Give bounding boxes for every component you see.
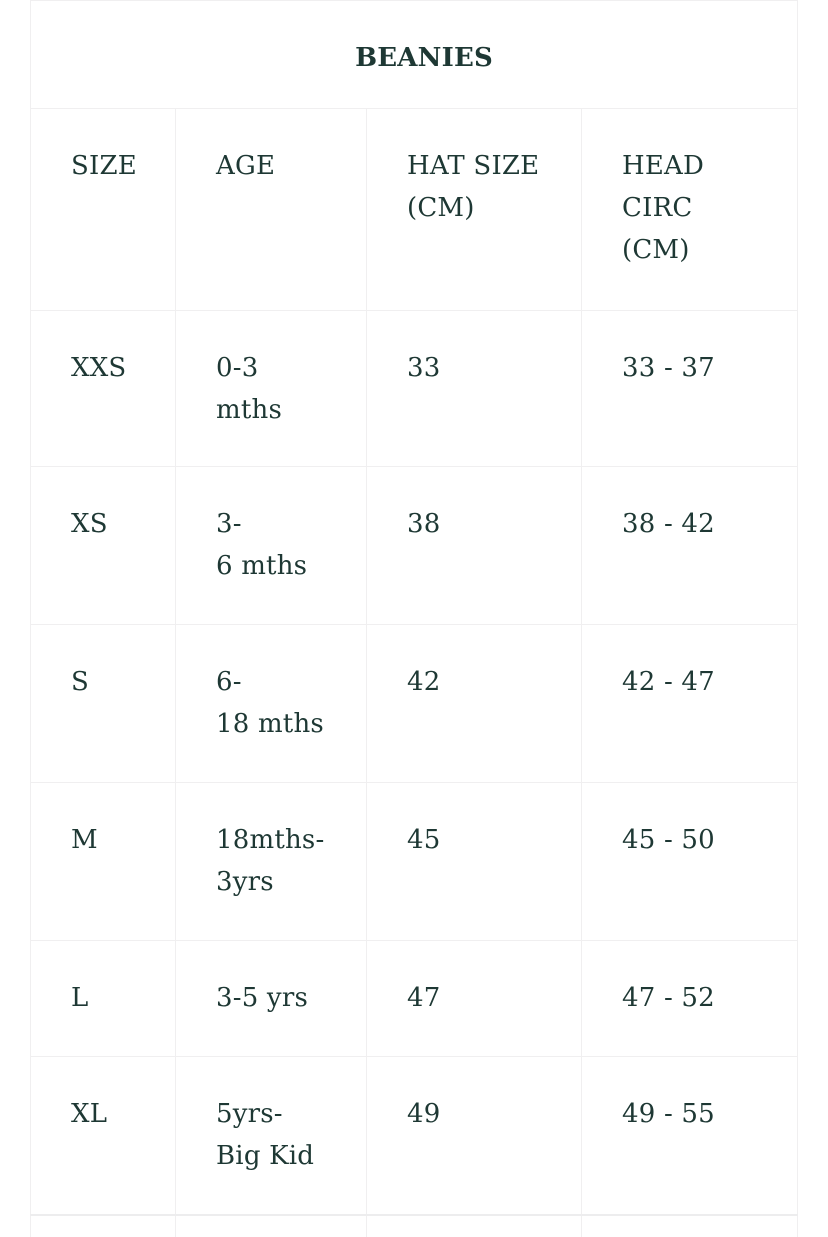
empty-cell [175,1213,367,1237]
table-row-s: S 6- 18 mths 42 42 - 47 [30,624,799,783]
table-title: BEANIES [29,0,799,109]
title-row: BEANIES [29,0,799,109]
table-row-xl: XL 5yrs- Big Kid 49 49 - 55 [30,1056,799,1215]
size-cell: XXS [30,310,176,467]
size-cell: M [30,782,176,941]
table-row-xxs: XXS 0-3 mths 33 33 - 37 [30,310,799,467]
head-circ-cell: 47 - 52 [580,940,799,1057]
head-circ-cell: 49 - 55 [580,1056,799,1215]
head-circ-cell: 42 - 47 [580,624,799,783]
hat-size-cell: 47 [366,940,582,1057]
column-header-size: SIZE [30,108,176,311]
table-row-m: M 18mths- 3yrs 45 45 - 50 [30,782,799,941]
hat-size-cell: 42 [366,624,582,783]
column-header-head-circ: HEAD CIRC (CM) [580,108,799,311]
hat-size-cell: 33 [366,310,582,467]
size-cell: S [30,624,176,783]
size-cell: XS [30,466,176,625]
age-cell: 0-3 mths [175,310,367,467]
head-circ-cell: 38 - 42 [580,466,799,625]
empty-cell [30,1213,176,1237]
hat-size-cell: 49 [366,1056,582,1215]
size-cell: L [30,940,176,1057]
table-row-xs: XS 3- 6 mths 38 38 - 42 [30,466,799,625]
age-cell: 18mths- 3yrs [175,782,367,941]
table-row-l: L 3-5 yrs 47 47 - 52 [30,940,799,1057]
head-circ-cell: 45 - 50 [580,782,799,941]
age-cell: 6- 18 mths [175,624,367,783]
size-cell: XL [30,1056,176,1215]
empty-cell [580,1213,799,1237]
beanies-size-chart: BEANIES SIZE AGE HAT SIZE (CM) HEAD CIRC… [29,0,799,1237]
header-row: SIZE AGE HAT SIZE (CM) HEAD CIRC (CM) [30,108,799,311]
age-cell: 3- 6 mths [175,466,367,625]
hat-size-cell: 45 [366,782,582,941]
age-cell: 5yrs- Big Kid [175,1056,367,1215]
partial-next-row [30,1213,799,1237]
empty-cell [366,1213,582,1237]
column-header-age: AGE [175,108,367,311]
column-header-hat-size: HAT SIZE (CM) [366,108,582,311]
hat-size-cell: 38 [366,466,582,625]
head-circ-cell: 33 - 37 [580,310,799,467]
age-cell: 3-5 yrs [175,940,367,1057]
